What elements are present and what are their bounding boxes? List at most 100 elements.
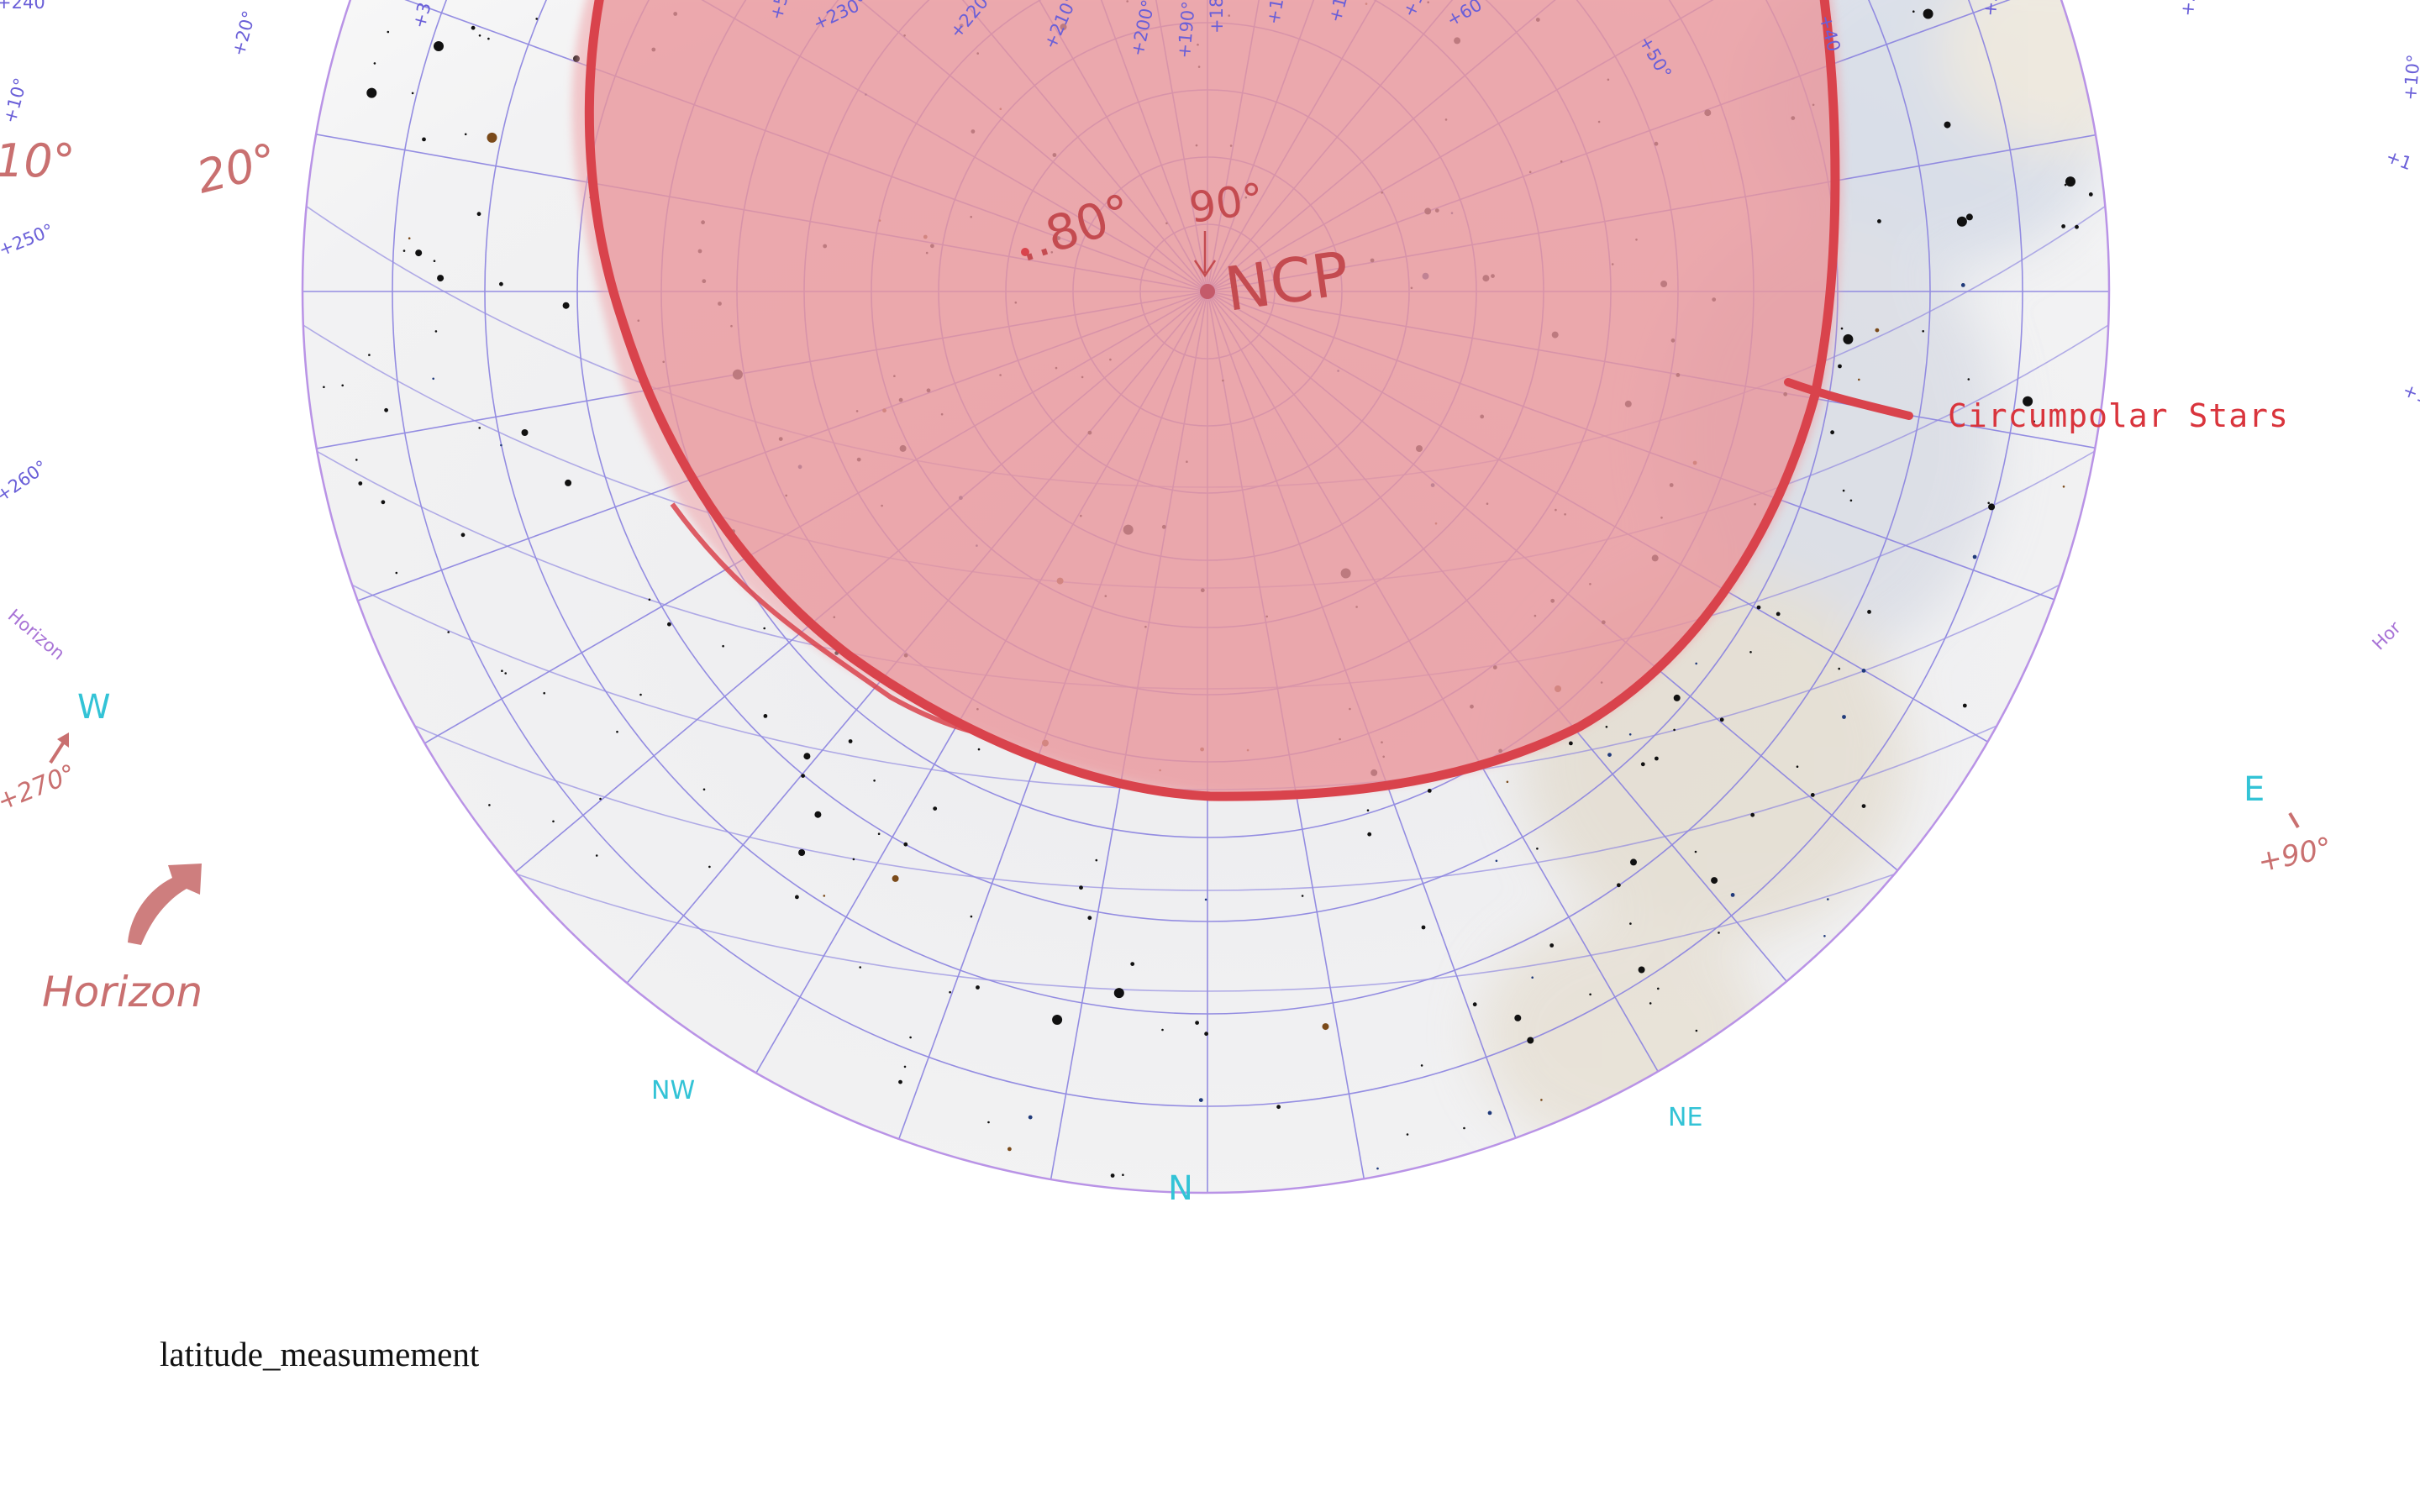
star [366, 87, 377, 98]
annotation-w-az: +270° [0, 759, 80, 816]
star [909, 1036, 912, 1039]
star [1649, 1002, 1652, 1005]
star [1922, 330, 1924, 333]
star [1130, 962, 1135, 966]
star [368, 354, 371, 356]
az-label-250: +250° [0, 220, 56, 260]
star [1960, 283, 1965, 287]
star [1965, 213, 1973, 221]
star [2088, 192, 2093, 197]
alt-label-10-left: +10° [0, 76, 31, 125]
circumpolar-pointer [1784, 378, 1913, 420]
star [1923, 8, 1933, 19]
star [1322, 1023, 1329, 1031]
horizon-circle [302, 0, 2110, 1194]
star [478, 427, 481, 429]
star [1849, 499, 1853, 502]
star [1540, 1099, 1543, 1101]
caption: latitude_measumement [160, 1335, 480, 1373]
star [1830, 430, 1835, 435]
star [639, 693, 642, 696]
alt-label-20-left: +20° [229, 8, 260, 58]
star [1366, 809, 1370, 811]
star [1840, 327, 1844, 330]
compass-nw: NW [651, 1076, 695, 1105]
star [1195, 1021, 1199, 1025]
star [903, 842, 908, 847]
star [387, 30, 390, 34]
star [1796, 765, 1799, 768]
star [434, 330, 438, 333]
compass-n: N [1168, 1169, 1193, 1208]
star [970, 915, 973, 918]
grid-altitude-arc [302, 0, 2109, 891]
grid-altitude-arc [302, 0, 2109, 992]
star [1628, 733, 1632, 736]
az-label-190: +190° [1174, 0, 1199, 59]
star [1589, 993, 1591, 996]
star [2064, 183, 2067, 186]
star [381, 500, 386, 505]
star [1527, 1037, 1534, 1044]
star [488, 804, 491, 806]
az-label-240: +240 [0, 0, 45, 13]
star [565, 479, 572, 486]
alt-label-20-right: +2 [2177, 0, 2200, 17]
star [599, 797, 602, 801]
star [552, 820, 555, 823]
alt-label-10-right: +10° [2400, 54, 2420, 102]
annotation-20-deg: 20° [192, 133, 282, 203]
star [437, 275, 445, 282]
star [408, 237, 411, 240]
star [1367, 832, 1372, 837]
compass-e: E [2244, 770, 2265, 809]
star [2023, 396, 2033, 407]
star [487, 132, 497, 143]
star [1276, 1105, 1281, 1110]
star [433, 260, 436, 263]
annotation-circumpolar: Circumpolar Stars [1948, 397, 2289, 434]
star [877, 832, 881, 835]
star [1987, 501, 1990, 505]
star [411, 92, 414, 95]
star [1487, 1110, 1492, 1116]
star [1711, 877, 1718, 885]
circumpolar-stroke-2 [670, 502, 988, 738]
star [2033, 420, 2035, 423]
star [1750, 812, 1755, 817]
star [1719, 717, 1724, 722]
star [852, 858, 855, 861]
star [763, 714, 768, 718]
star [667, 622, 671, 627]
star [1842, 489, 1845, 492]
star [795, 895, 799, 900]
annotation-horizon: Horizon [42, 968, 203, 1016]
star [464, 133, 467, 136]
star [1420, 1064, 1423, 1067]
star [1962, 703, 1967, 708]
star [848, 739, 853, 743]
az-label-180: +18 [1207, 0, 1227, 34]
star [1052, 1015, 1063, 1025]
horizon-arrow [128, 864, 202, 945]
star [1161, 1028, 1164, 1032]
star [873, 780, 876, 782]
star [1427, 789, 1432, 793]
star [1495, 859, 1498, 863]
star [1842, 715, 1846, 719]
star [402, 249, 406, 252]
star [499, 281, 503, 286]
star [1007, 1147, 1012, 1152]
star [521, 429, 529, 436]
star [903, 1065, 907, 1068]
star [814, 811, 822, 818]
alt-label-30-right: +30° [1980, 0, 2004, 17]
star [648, 598, 651, 601]
annotation-90-deg: 90° [1186, 174, 1267, 233]
star [1875, 328, 1880, 333]
star [2062, 486, 2065, 488]
star [801, 774, 805, 778]
w-tick-head [57, 732, 69, 748]
star [476, 212, 481, 217]
star [323, 386, 325, 389]
